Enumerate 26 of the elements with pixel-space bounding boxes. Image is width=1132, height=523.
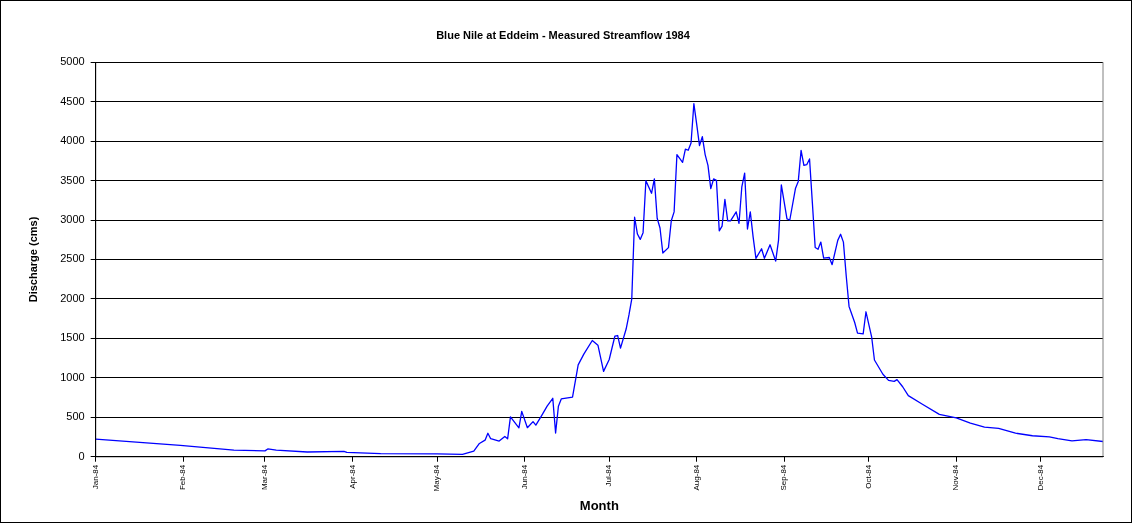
- x-tick-label: Aug-84: [691, 464, 701, 491]
- y-tick-label: 1000: [60, 370, 85, 383]
- x-tick-label: Feb-84: [178, 464, 188, 491]
- x-tick-label: Sep-84: [779, 464, 789, 491]
- y-tick-label: 2500: [60, 252, 85, 265]
- x-axis-title: Month: [579, 497, 619, 513]
- y-tick-label: 3500: [60, 173, 85, 186]
- x-tick-label: Mar-84: [260, 464, 270, 491]
- y-tick-label: 4000: [60, 134, 85, 147]
- chart-title: Blue Nile at Eddeim - Measured Streamflow 1984: [436, 28, 691, 41]
- x-tick-label: Dec-84: [1036, 464, 1046, 491]
- y-tick-label: 500: [66, 410, 85, 423]
- x-tick-label: Apr-84: [347, 464, 357, 489]
- x-tick-label: May-84: [432, 464, 442, 492]
- y-tick-label: 4500: [60, 94, 85, 107]
- y-tick-label: 5000: [60, 55, 85, 68]
- y-axis-title: Discharge (cms): [26, 216, 39, 303]
- x-tick-label: Jan-84: [90, 464, 100, 490]
- x-tick-label: Nov-84: [951, 464, 961, 491]
- x-tick-label: Jul-84: [604, 464, 614, 487]
- x-tick-label: Oct-84: [864, 464, 874, 489]
- y-tick-label: 3000: [60, 213, 85, 226]
- y-tick-label: 1500: [60, 331, 85, 344]
- y-tick-label: 2000: [60, 291, 85, 304]
- x-tick-label: Jun-84: [519, 464, 529, 490]
- y-tick-label: 0: [78, 449, 85, 462]
